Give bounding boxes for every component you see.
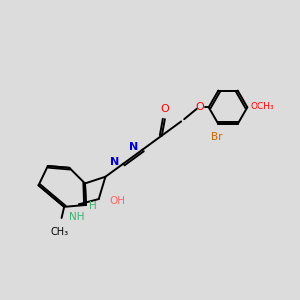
Text: CH₃: CH₃ — [51, 227, 69, 237]
Text: NH: NH — [69, 212, 85, 222]
Text: O: O — [195, 101, 204, 112]
Text: OCH₃: OCH₃ — [250, 102, 274, 111]
Text: Br: Br — [211, 132, 222, 142]
Text: N: N — [110, 157, 119, 166]
Text: OH: OH — [109, 196, 125, 206]
Text: O: O — [160, 104, 169, 114]
Text: H: H — [89, 201, 97, 211]
Text: N: N — [129, 142, 138, 152]
